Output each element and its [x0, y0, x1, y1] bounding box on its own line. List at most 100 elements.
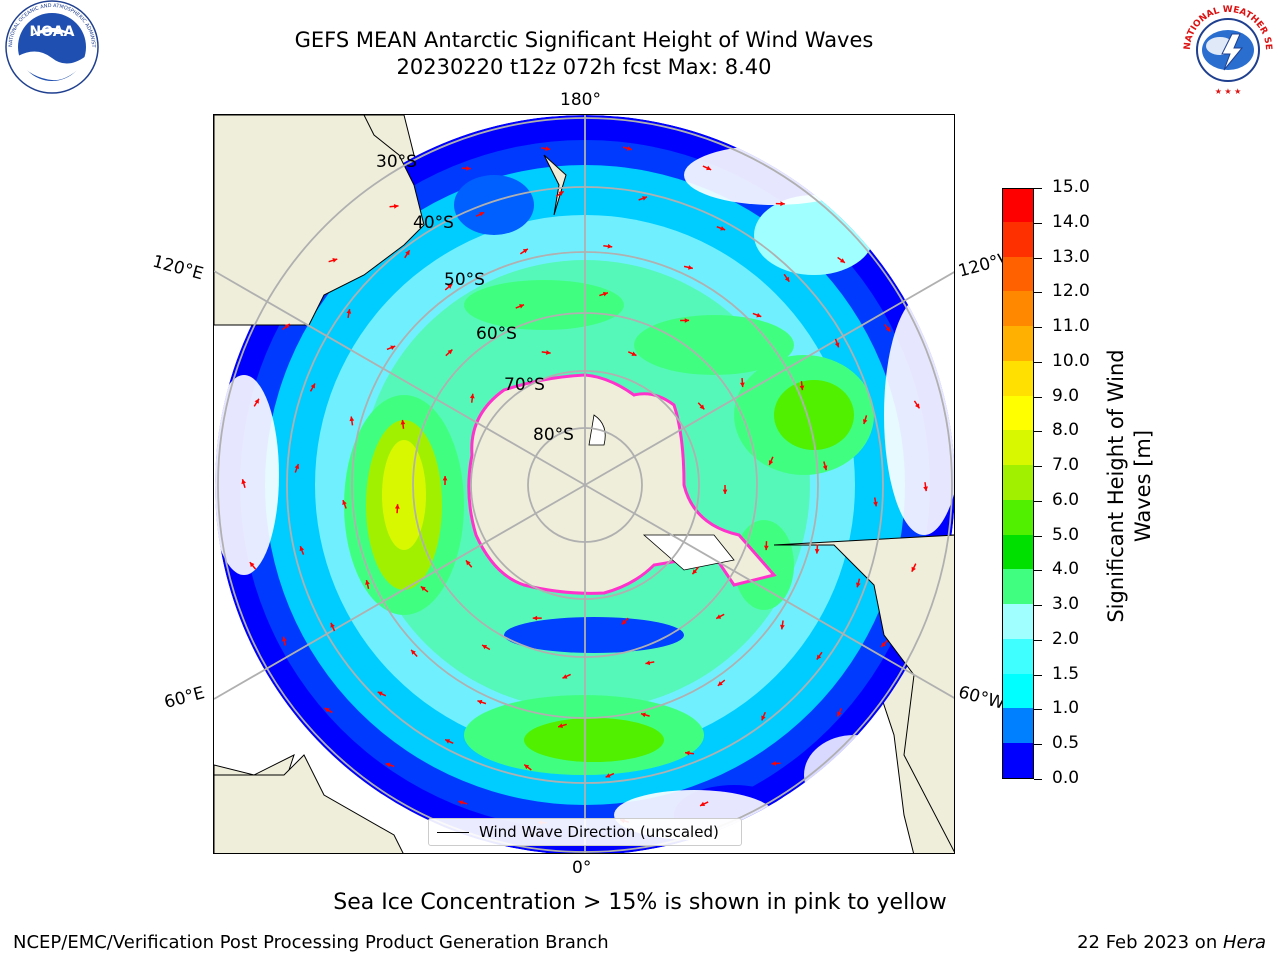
lat-label-80s: 80°S	[533, 425, 574, 445]
colorbar-segment	[1003, 189, 1033, 222]
wave-arrow-head	[717, 681, 723, 686]
wave-arrow-head	[545, 350, 551, 355]
wave-arrow-head	[915, 403, 920, 409]
colorbar-tick	[1034, 639, 1042, 641]
wave-arrow-head	[855, 582, 861, 588]
graticule	[214, 115, 954, 853]
wave-arrow-head	[558, 191, 564, 196]
colorbar-tick	[1034, 779, 1042, 780]
colorbar-tick-label: 0.5	[1052, 733, 1080, 754]
wave-arrow-head	[466, 165, 471, 171]
lon-label-180: 180°	[560, 90, 601, 110]
colorbar-tick-label: 14.0	[1052, 211, 1090, 232]
wave-arrow-head	[342, 500, 347, 506]
wave-arrow-head	[447, 349, 453, 355]
colorbar-tick	[1034, 466, 1042, 468]
colorbar-segment	[1003, 534, 1033, 570]
wave-arrow-head	[885, 326, 891, 332]
polar-map[interactable]	[213, 114, 955, 854]
wave-arrow-head	[254, 398, 259, 404]
colorbar-segment	[1003, 603, 1033, 639]
colorbar-segment	[1003, 256, 1033, 292]
wave-arrow-head	[377, 691, 383, 696]
colorbar-tick-label: 11.0	[1052, 316, 1090, 337]
wave-arrow-head	[716, 614, 722, 619]
wave-arrow-head	[685, 750, 690, 756]
footer-credit: NCEP/EMC/Verification Post Processing Pr…	[13, 932, 609, 953]
colorbar	[1002, 188, 1034, 779]
wave-arrow-head	[394, 504, 400, 509]
wave-arrow-head	[385, 762, 391, 768]
wave-arrow-head	[603, 291, 608, 297]
wave-arrow-head	[684, 318, 690, 323]
wave-arrow-head	[780, 201, 785, 207]
colorbar-tick	[1034, 327, 1042, 329]
wave-arrow-head	[621, 619, 627, 625]
wave-arrow-head	[465, 560, 471, 566]
colorbar-title: Significant Height of Wind Waves [m]	[1103, 326, 1157, 646]
antarctica	[467, 373, 777, 595]
colorbar-tick	[1034, 744, 1042, 746]
wave-arrow-head	[756, 312, 762, 318]
svg-text:★ ★ ★: ★ ★ ★	[1215, 87, 1242, 96]
map-legend: Wind Wave Direction (unscaled)	[428, 818, 742, 846]
wave-arrow-head	[393, 203, 399, 209]
continents	[214, 115, 954, 853]
wave-arrow-head	[822, 465, 828, 471]
chart-title: GEFS MEAN Antarctic Significant Height o…	[294, 28, 874, 52]
colorbar-title-line2: Waves [m]	[1131, 429, 1155, 543]
lat-label-30s: 30°S	[376, 152, 417, 172]
wave-arrow-head	[310, 383, 315, 389]
wave-arrow-head	[282, 636, 287, 642]
wave-arrow-head	[458, 800, 464, 805]
sea-ice-note: Sea Ice Concentration > 15% is shown in …	[333, 890, 947, 915]
wave-arrow-head	[445, 739, 451, 744]
colorbar-segment	[1003, 325, 1033, 361]
wave-arrow-head	[699, 404, 705, 410]
wave-arrow-head	[524, 764, 530, 770]
wave-arrow-head	[411, 649, 416, 655]
wave-arrow-head	[605, 773, 611, 778]
wave-arrow-head	[332, 258, 338, 263]
colorbar-tick-label: 2.0	[1052, 628, 1080, 649]
wave-arrow-head	[284, 323, 290, 329]
colorbar-tick-label: 4.0	[1052, 559, 1080, 580]
colorbar-tick-label: 8.0	[1052, 420, 1080, 441]
wave-arrow-head	[482, 644, 488, 650]
wave-arrow-head	[532, 615, 538, 621]
wave-arrow-head	[299, 546, 305, 552]
wave-arrow-head	[768, 460, 774, 466]
wave-arrow-head	[923, 486, 928, 492]
lon-label-120w: 120°W	[956, 250, 1006, 282]
wave-arrow-head	[911, 566, 916, 572]
lat-label-60s: 60°S	[476, 324, 517, 344]
wave-arrow-head	[420, 586, 426, 591]
noaa-logo-text: NOAA	[30, 24, 75, 40]
wave-arrow-head	[873, 501, 878, 507]
colorbar-tick-label: 13.0	[1052, 246, 1090, 267]
wave-arrow-head	[400, 419, 406, 425]
noaa-logo: NOAA NATIONAL OCEANIC AND ATMOSPHERIC AD…	[0, 0, 102, 100]
wave-arrow-head	[645, 660, 651, 666]
footer-date-prefix: 22 Feb 2023 on	[1077, 932, 1223, 953]
wave-arrow-head	[799, 385, 805, 391]
colorbar-tick-label: 0.0	[1052, 768, 1080, 788]
footer-machine: Hera	[1222, 932, 1266, 953]
colorbar-segment	[1003, 638, 1033, 674]
lat-label-70s: 70°S	[504, 375, 545, 395]
wave-arrow-head	[839, 258, 845, 263]
wave-arrow-head	[558, 723, 563, 728]
wave-arrow-head	[479, 212, 485, 217]
lon-label-0: 0°	[572, 858, 592, 878]
colorbar-segment	[1003, 742, 1033, 778]
lon-label-60w: 60°W	[956, 682, 1006, 714]
wave-arrow-head	[519, 304, 525, 309]
colorbar-tick	[1034, 188, 1042, 189]
lon-label-120e: 120°E	[150, 251, 206, 285]
wave-arrow-head	[761, 715, 766, 721]
wave-arrow-head	[642, 196, 648, 201]
nws-logo: NATIONAL WEATHER SERVICE ★ ★ ★	[1175, 0, 1278, 100]
wave-arrow-head	[688, 265, 693, 270]
wave-arrow-head	[784, 276, 790, 282]
wave-arrow-head	[294, 464, 300, 469]
